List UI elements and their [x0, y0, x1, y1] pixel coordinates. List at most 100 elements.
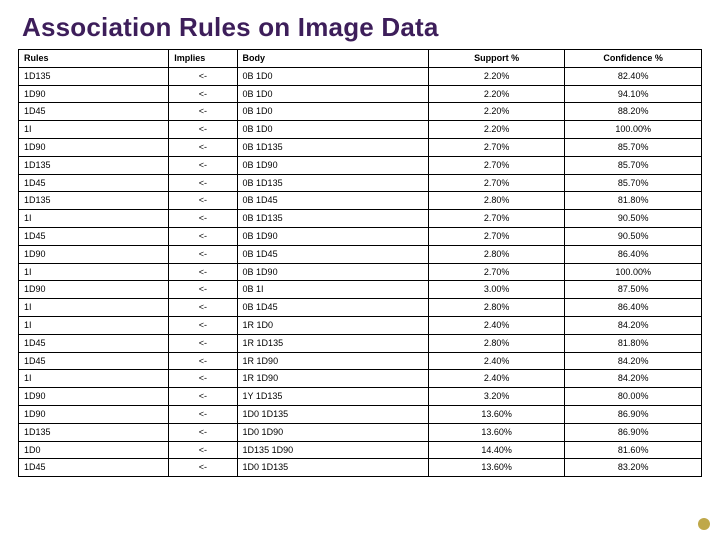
cell-confidence: 86.90%	[565, 423, 702, 441]
cell-confidence: 85.70%	[565, 138, 702, 156]
table-header-row: Rules Implies Body Support % Confidence …	[19, 50, 702, 68]
cell-body: 1D0 1D135	[237, 459, 428, 477]
cell-confidence: 94.10%	[565, 85, 702, 103]
cell-confidence: 84.20%	[565, 352, 702, 370]
cell-body: 1D0 1D90	[237, 423, 428, 441]
cell-body: 0B 1D45	[237, 299, 428, 317]
cell-rules: 1D45	[19, 352, 169, 370]
col-header-confidence: Confidence %	[565, 50, 702, 68]
col-header-implies: Implies	[169, 50, 237, 68]
rules-table: Rules Implies Body Support % Confidence …	[18, 49, 702, 477]
cell-implies: <-	[169, 138, 237, 156]
table-row: 1D90<-1Y 1D1353.20%80.00%	[19, 388, 702, 406]
table-row: 1D45<-0B 1D1352.70%85.70%	[19, 174, 702, 192]
cell-implies: <-	[169, 405, 237, 423]
cell-body: 1R 1D90	[237, 352, 428, 370]
cell-rules: 1I	[19, 210, 169, 228]
cell-rules: 1D90	[19, 388, 169, 406]
cell-confidence: 85.70%	[565, 174, 702, 192]
cell-implies: <-	[169, 316, 237, 334]
cell-support: 14.40%	[428, 441, 565, 459]
col-header-body: Body	[237, 50, 428, 68]
col-header-rules: Rules	[19, 50, 169, 68]
table-row: 1D135<-0B 1D02.20%82.40%	[19, 67, 702, 85]
cell-body: 0B 1D0	[237, 85, 428, 103]
cell-body: 0B 1D0	[237, 67, 428, 85]
table-row: 1D90<-0B 1D02.20%94.10%	[19, 85, 702, 103]
cell-body: 1R 1D0	[237, 316, 428, 334]
cell-rules: 1D45	[19, 227, 169, 245]
table-row: 1I<-1R 1D902.40%84.20%	[19, 370, 702, 388]
cell-confidence: 84.20%	[565, 316, 702, 334]
cell-implies: <-	[169, 370, 237, 388]
cell-support: 3.00%	[428, 281, 565, 299]
cell-confidence: 86.90%	[565, 405, 702, 423]
cell-body: 0B 1D0	[237, 121, 428, 139]
cell-implies: <-	[169, 352, 237, 370]
page-title: Association Rules on Image Data	[22, 12, 702, 43]
cell-implies: <-	[169, 299, 237, 317]
table-row: 1I<-0B 1D902.70%100.00%	[19, 263, 702, 281]
cell-support: 2.20%	[428, 121, 565, 139]
cell-rules: 1D90	[19, 245, 169, 263]
cell-body: 0B 1D135	[237, 174, 428, 192]
table-row: 1D45<-1D0 1D13513.60%83.20%	[19, 459, 702, 477]
cell-rules: 1I	[19, 263, 169, 281]
cell-support: 2.40%	[428, 352, 565, 370]
cell-support: 2.20%	[428, 103, 565, 121]
cell-confidence: 86.40%	[565, 299, 702, 317]
cell-implies: <-	[169, 441, 237, 459]
cell-confidence: 90.50%	[565, 210, 702, 228]
cell-confidence: 86.40%	[565, 245, 702, 263]
cell-body: 0B 1D135	[237, 210, 428, 228]
cell-implies: <-	[169, 67, 237, 85]
cell-implies: <-	[169, 423, 237, 441]
cell-rules: 1D45	[19, 103, 169, 121]
cell-confidence: 100.00%	[565, 121, 702, 139]
cell-support: 2.70%	[428, 138, 565, 156]
table-row: 1D90<-1D0 1D13513.60%86.90%	[19, 405, 702, 423]
cell-rules: 1D135	[19, 156, 169, 174]
cell-implies: <-	[169, 334, 237, 352]
cell-confidence: 80.00%	[565, 388, 702, 406]
cell-rules: 1D135	[19, 192, 169, 210]
cell-body: 0B 1D0	[237, 103, 428, 121]
cell-implies: <-	[169, 388, 237, 406]
cell-body: 0B 1D135	[237, 138, 428, 156]
cell-body: 1Y 1D135	[237, 388, 428, 406]
cell-implies: <-	[169, 103, 237, 121]
cell-support: 2.70%	[428, 210, 565, 228]
cell-body: 0B 1I	[237, 281, 428, 299]
table-row: 1D135<-0B 1D452.80%81.80%	[19, 192, 702, 210]
cell-implies: <-	[169, 156, 237, 174]
cell-body: 0B 1D90	[237, 263, 428, 281]
cell-rules: 1D135	[19, 67, 169, 85]
cell-support: 2.20%	[428, 85, 565, 103]
cell-support: 2.70%	[428, 263, 565, 281]
table-row: 1I<-0B 1D1352.70%90.50%	[19, 210, 702, 228]
cell-confidence: 81.60%	[565, 441, 702, 459]
cell-support: 13.60%	[428, 459, 565, 477]
table-row: 1D45<-1R 1D902.40%84.20%	[19, 352, 702, 370]
cell-support: 13.60%	[428, 405, 565, 423]
cell-implies: <-	[169, 192, 237, 210]
table-row: 1D90<-0B 1D1352.70%85.70%	[19, 138, 702, 156]
cell-implies: <-	[169, 227, 237, 245]
cell-support: 2.40%	[428, 370, 565, 388]
cell-body: 1D135 1D90	[237, 441, 428, 459]
table-row: 1I<-0B 1D452.80%86.40%	[19, 299, 702, 317]
cell-rules: 1D45	[19, 334, 169, 352]
cell-implies: <-	[169, 85, 237, 103]
table-row: 1D45<-0B 1D02.20%88.20%	[19, 103, 702, 121]
cell-support: 3.20%	[428, 388, 565, 406]
cell-body: 1R 1D90	[237, 370, 428, 388]
cell-confidence: 87.50%	[565, 281, 702, 299]
cell-implies: <-	[169, 281, 237, 299]
table-row: 1I<-0B 1D02.20%100.00%	[19, 121, 702, 139]
cell-rules: 1D90	[19, 138, 169, 156]
cell-confidence: 84.20%	[565, 370, 702, 388]
cell-body: 0B 1D45	[237, 245, 428, 263]
cell-rules: 1I	[19, 299, 169, 317]
cell-confidence: 88.20%	[565, 103, 702, 121]
col-header-support: Support %	[428, 50, 565, 68]
